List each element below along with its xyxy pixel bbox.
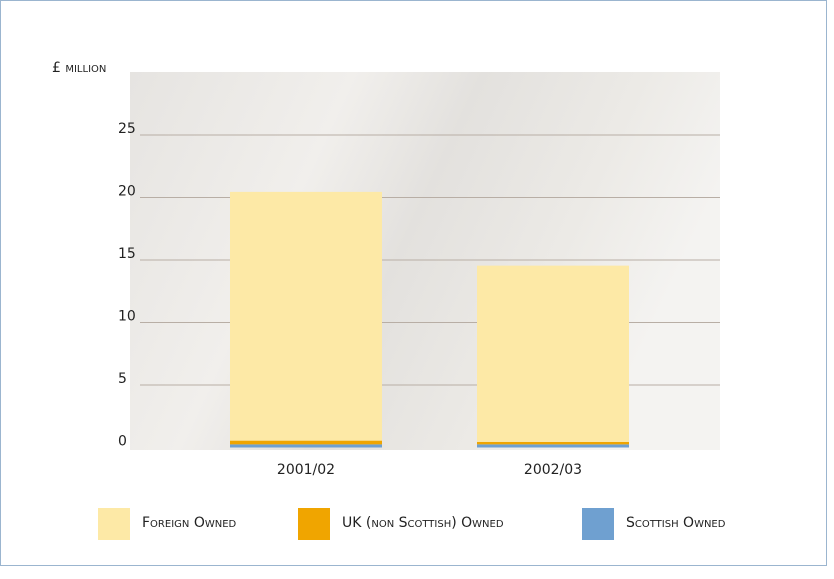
axis-label: £ million [52, 60, 106, 76]
page: {"chart_data": {"type": "stacked_bar", "… [0, 0, 834, 579]
background-photo [130, 72, 720, 450]
y-tick-label: 25 [118, 121, 136, 137]
y-tick-label: 0 [118, 434, 127, 450]
bar-segment [230, 444, 382, 447]
legend-swatch [98, 508, 130, 540]
y-tick-label: 10 [118, 309, 136, 325]
y-tick-label: 15 [118, 246, 136, 262]
x-tick-label: 2002/03 [524, 462, 582, 478]
bar-segment [477, 266, 629, 442]
bar-segment [477, 442, 629, 445]
chart: £ million 0 5 10 15 20 25 2001/02 2002/03 Foreig… [0, 0, 834, 575]
legend-swatch [582, 508, 614, 540]
bar-segment [477, 444, 629, 447]
y-tick-label: 5 [118, 371, 127, 387]
legend-swatch [298, 508, 330, 540]
y-tick-label: 20 [118, 184, 136, 200]
legend-label: Scottish Owned [626, 515, 726, 531]
legend-label: Foreign Owned [142, 515, 237, 531]
x-tick-label: 2001/02 [277, 462, 335, 478]
legend-label: UK (non Scottish) Owned [342, 515, 504, 531]
bar-segment [230, 192, 382, 441]
bar-segment [230, 441, 382, 445]
